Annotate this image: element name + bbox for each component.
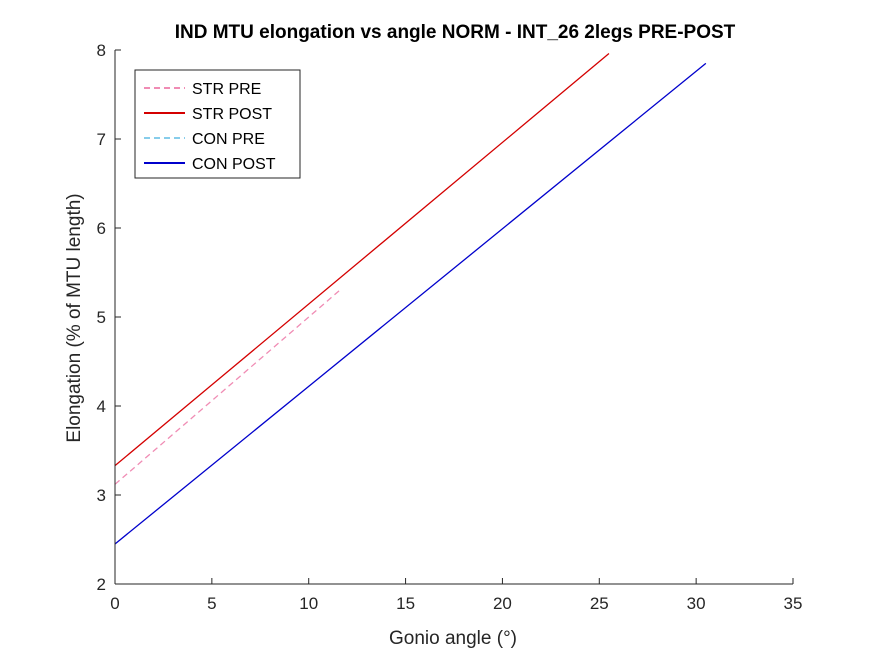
legend-label: CON POST — [192, 156, 276, 173]
x-tick-label: 15 — [396, 594, 415, 613]
x-tick-label: 30 — [687, 594, 706, 613]
y-tick-label: 3 — [97, 486, 106, 505]
x-tick-label: 5 — [207, 594, 216, 613]
y-tick-label: 5 — [97, 308, 106, 327]
legend-label: STR POST — [192, 106, 272, 123]
x-tick-label: 35 — [784, 594, 803, 613]
series-line-4 — [114, 62, 707, 545]
legend-label: CON PRE — [192, 131, 265, 148]
chart-title: IND MTU elongation vs angle NORM - INT_2… — [175, 22, 736, 43]
y-tick-label: 2 — [97, 575, 106, 594]
x-tick-label: 0 — [110, 594, 119, 613]
y-ticks: 2 3 4 5 6 7 8 — [97, 41, 121, 594]
series-line-2 — [114, 53, 610, 467]
x-tick-label: 25 — [590, 594, 609, 613]
legend: STR PRE STR POST CON PRE CON POST — [134, 69, 301, 179]
series-lines — [114, 53, 707, 545]
x-tick-label: 20 — [493, 594, 512, 613]
y-tick-label: 7 — [97, 130, 106, 149]
y-axis-label: Elongation (% of MTU length) — [64, 193, 85, 442]
x-tick-label: 10 — [299, 594, 318, 613]
x-ticks: 0 5 10 15 20 25 30 35 — [110, 578, 802, 613]
legend-label: STR PRE — [192, 81, 261, 98]
x-axis-label: Gonio angle (°) — [389, 628, 517, 649]
y-tick-label: 6 — [97, 219, 106, 238]
legend-box — [134, 69, 301, 179]
y-tick-label: 4 — [97, 397, 106, 416]
y-tick-label: 8 — [97, 41, 106, 60]
